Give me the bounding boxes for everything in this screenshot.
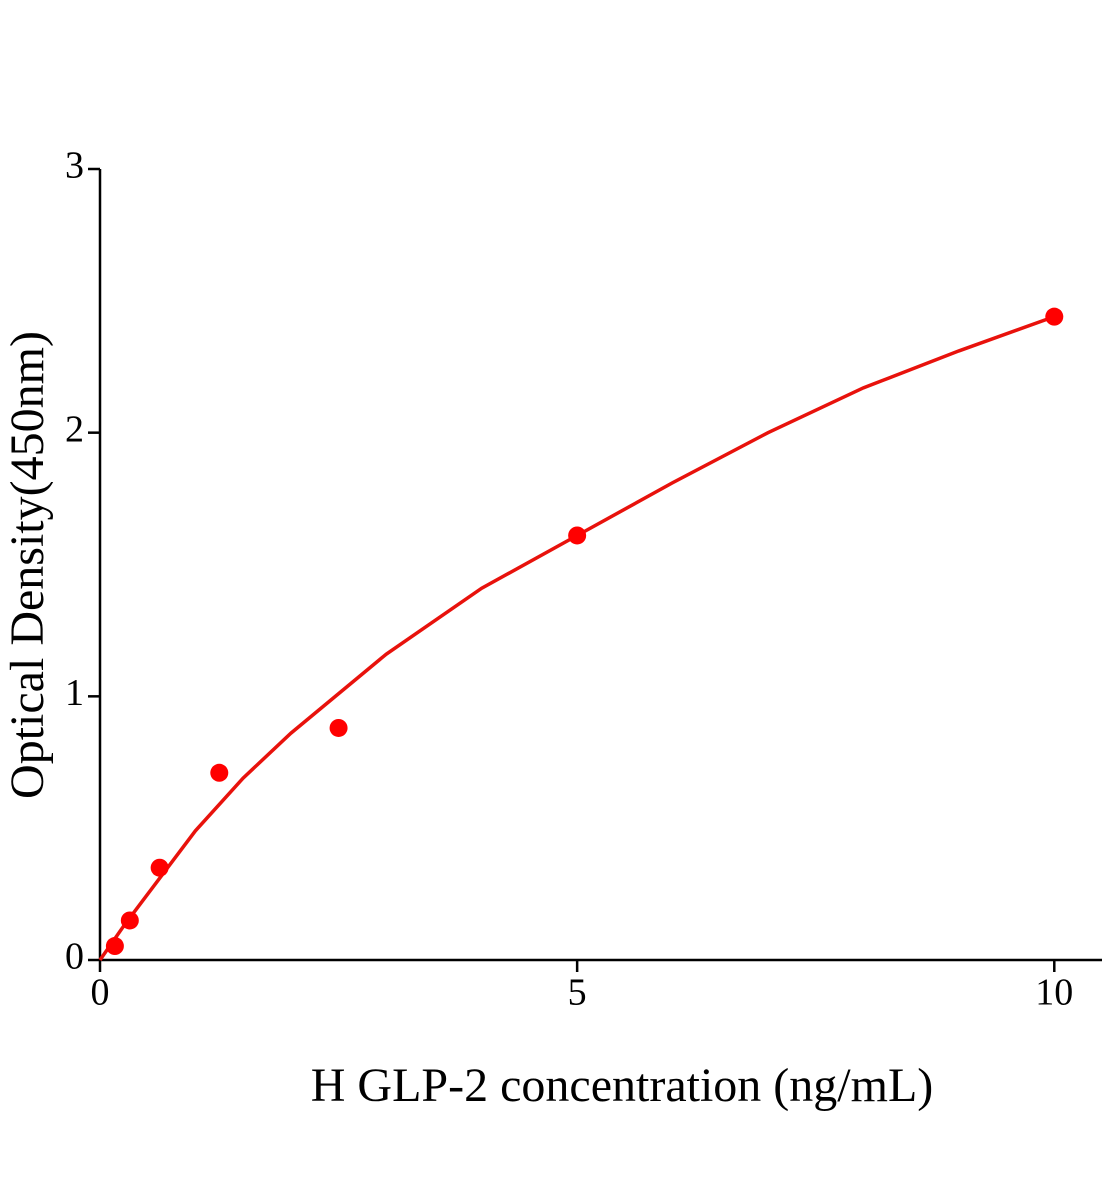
data-point	[210, 763, 229, 782]
y-tick-label: 0	[65, 936, 84, 978]
x-tick-label: 5	[568, 972, 587, 1014]
data-point	[150, 858, 169, 877]
y-tick-label: 1	[65, 672, 84, 714]
data-point	[329, 718, 348, 737]
data-point	[1045, 307, 1064, 326]
fit-curve	[98, 315, 1055, 961]
x-axis-title: H GLP-2 concentration (ng/mL)	[311, 1059, 934, 1112]
x-tick-label: 0	[91, 972, 110, 1014]
y-tick-label: 2	[65, 408, 84, 450]
x-tick-label: 10	[1035, 972, 1073, 1014]
data-point	[105, 937, 124, 956]
data-point	[120, 911, 139, 930]
y-axis-title: Optical Density(450nm)	[1, 331, 54, 799]
data-point	[568, 526, 587, 545]
y-tick-label: 3	[65, 145, 84, 187]
